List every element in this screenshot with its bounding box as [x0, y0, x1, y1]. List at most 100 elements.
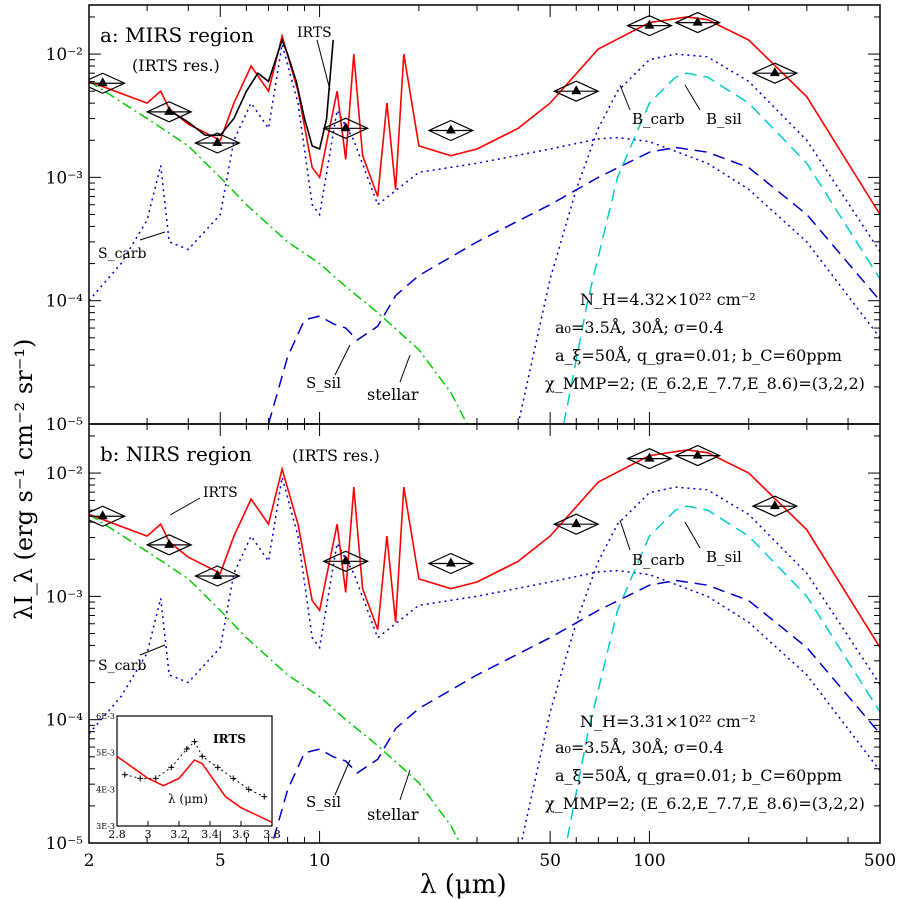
- series-stellar: [89, 80, 468, 424]
- panel-a-scarb-label: S_carb: [98, 246, 146, 262]
- text-layer: a: MIRS region (IRTS res.) b: NIRS regio…: [10, 23, 865, 899]
- x-tick-label: 50: [539, 851, 561, 871]
- observation-point: [445, 124, 456, 134]
- y-axis-label: λI_λ (erg s⁻¹ cm⁻² sr⁻¹): [10, 339, 38, 620]
- y-tick-label: 10⁻⁵: [46, 834, 84, 854]
- panel-a-title: a: MIRS region: [100, 23, 254, 47]
- x-tick-label: 100: [633, 851, 665, 871]
- annotation-arrow: [399, 769, 411, 801]
- inset-x-label: λ (μm): [168, 792, 208, 806]
- panel-b-bsil-label: B_sil: [706, 548, 742, 566]
- series-b-carb: [517, 53, 880, 424]
- y-tick-label: 10⁻⁵: [46, 415, 84, 435]
- observation-point: [164, 105, 175, 115]
- observation-point: [212, 570, 223, 580]
- inset-irts-point: [137, 775, 144, 782]
- panel-a-irts-label: IRTS: [297, 25, 332, 41]
- annotation-arrow: [334, 759, 351, 796]
- annotation-arrow: [169, 497, 201, 516]
- inset: 2.8 3 3.2 3.4 3.6 3.8 6E-3 5E-3 4E-3 3E-3 IRTS λ (μ…: [96, 712, 281, 841]
- panel-a-ssil-label: S_sil: [306, 374, 341, 392]
- inset-irts-point: [121, 771, 128, 778]
- panel-a-param-2: a_ξ=50Å, q_gra=0.01; b_C=60ppm: [555, 345, 842, 365]
- inset-y-tick-label: 3E-3: [96, 822, 115, 831]
- series-total: [89, 449, 880, 648]
- inset-frame: [116, 715, 273, 827]
- inset-irts-point: [183, 746, 190, 752]
- panel-a: [89, 11, 880, 424]
- axes-layer: 10⁻²10⁻³10⁻⁴10⁻⁵10⁻²10⁻³10⁻⁴10⁻⁵2 5 10 50 10…: [46, 4, 896, 871]
- annotation-arrow: [684, 521, 701, 549]
- panel-b-subtitle: (IRTS res.): [292, 446, 380, 465]
- panel-b-param-3: χ_MMP=2; (E_6.2,E_7.7,E_8.6)=(3,2,2): [545, 794, 865, 813]
- annotation-arrow: [399, 354, 411, 383]
- series-s-carb: [89, 477, 880, 772]
- annotation-arrow: [139, 644, 166, 656]
- inset-irts-point: [152, 775, 159, 782]
- inset-x-tick-label: 3.8: [263, 828, 281, 841]
- panel-b-bcarb-label: B_carb: [632, 551, 685, 569]
- observation-point: [769, 67, 780, 77]
- observation-point: [164, 538, 175, 548]
- panel-a-param-1: a₀=3.5Å, 30Å; σ=0.4: [555, 317, 724, 337]
- panel-b-param-2: a_ξ=50Å, q_gra=0.01; b_C=60ppm: [555, 765, 842, 785]
- series-b-carb: [520, 486, 880, 843]
- x-tick-label: 2: [84, 851, 95, 871]
- inset-y-tick-label: 6E-3: [96, 712, 115, 721]
- observation-point: [97, 77, 108, 87]
- observation-point: [571, 85, 582, 95]
- panel-b-param-0: N_H=3.31×10²² cm⁻²: [580, 712, 756, 731]
- y-tick-label: 10⁻³: [46, 168, 83, 188]
- annotation-arrow: [139, 231, 166, 241]
- inset-y-tick-label: 5E-3: [96, 749, 115, 758]
- panel-b-title: b: NIRS region: [100, 442, 252, 466]
- annotation-arrow: [684, 84, 701, 111]
- panel-b: [89, 444, 880, 843]
- series-total: [89, 16, 880, 215]
- observation-point: [445, 557, 456, 567]
- observation-point: [692, 16, 703, 26]
- observation-point: [97, 510, 108, 520]
- inset-x-tick-label: 2.8: [108, 828, 126, 841]
- inset-x-tick-label: 3.2: [170, 828, 188, 841]
- annotation-arrow: [619, 519, 631, 551]
- panel-a-stellar-label: stellar: [367, 385, 419, 404]
- observation-point: [340, 122, 351, 132]
- panel-b-irts-label: IRTS: [203, 485, 238, 501]
- y-tick-label: 10⁻⁴: [46, 292, 84, 312]
- panel-b-ssil-label: S_sil: [306, 793, 341, 811]
- panel-a-param-3: χ_MMP=2; (E_6.2,E_7.7,E_8.6)=(3,2,2): [545, 374, 865, 393]
- observation-point: [212, 137, 223, 147]
- observation-point: [340, 555, 351, 565]
- inset-y-tick-label: 4E-3: [96, 785, 115, 794]
- y-tick-label: 10⁻⁴: [46, 711, 84, 731]
- panel-a-bcarb-label: B_carb: [632, 110, 685, 128]
- annotation-arrow: [619, 84, 631, 111]
- inset-irts-point: [168, 764, 175, 771]
- panel-b-stellar-label: stellar: [367, 805, 419, 824]
- inset-irts-point: [245, 786, 252, 793]
- panel-a-bsil-label: B_sil: [706, 110, 742, 128]
- inset-model-line: [116, 755, 273, 824]
- series-stellar: [89, 513, 461, 843]
- inset-x-tick-label: 3.6: [232, 828, 250, 841]
- observation-point: [644, 452, 655, 462]
- observation-point: [769, 500, 780, 510]
- observation-point: [644, 19, 655, 29]
- y-tick-label: 10⁻³: [46, 587, 83, 607]
- inset-irts-point: [230, 775, 237, 782]
- series-s-sil: [271, 579, 880, 843]
- series-s-carb: [89, 44, 880, 339]
- inset-x-tick-label: 3: [145, 828, 152, 841]
- inset-irts-point: [199, 753, 206, 760]
- inset-irts-point: [214, 764, 221, 771]
- annotation-arrow: [316, 39, 331, 91]
- y-tick-label: 10⁻²: [46, 45, 83, 65]
- inset-x-tick-label: 3.4: [201, 828, 219, 841]
- y-tick-label: 10⁻²: [46, 464, 83, 484]
- observation-point: [692, 449, 703, 459]
- inset-irts-label: IRTS: [213, 732, 246, 746]
- observation-point: [571, 518, 582, 528]
- x-tick-label: 500: [864, 851, 896, 871]
